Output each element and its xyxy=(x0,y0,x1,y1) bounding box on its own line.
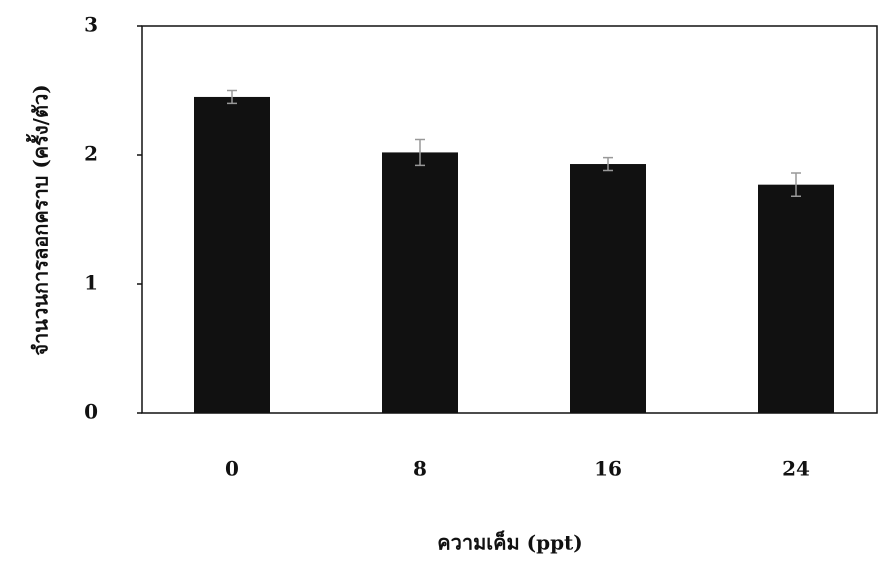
y-axis-label: จำนวนการลอกคราบ (ครั้ง/ตัว) xyxy=(26,84,53,355)
error-bar xyxy=(227,89,237,105)
x-axis-label: ความเค็ม (ppt) xyxy=(437,530,583,555)
error-bar xyxy=(603,156,613,172)
x-tick-label: 16 xyxy=(594,457,622,481)
bar xyxy=(382,152,458,414)
x-tick-label: 0 xyxy=(225,457,239,481)
bar xyxy=(570,164,646,413)
x-tick-label: 8 xyxy=(413,457,427,481)
error-bar xyxy=(791,172,801,198)
error-bar xyxy=(415,138,425,167)
bar xyxy=(194,96,270,413)
bar xyxy=(758,184,834,413)
y-tick-label: 0 xyxy=(84,400,98,424)
y-tick-label: 1 xyxy=(84,271,98,295)
y-tick-label: 3 xyxy=(84,13,98,37)
x-tick-label: 24 xyxy=(782,457,810,481)
y-tick-label: 2 xyxy=(84,142,98,166)
plot-frame xyxy=(141,25,878,414)
